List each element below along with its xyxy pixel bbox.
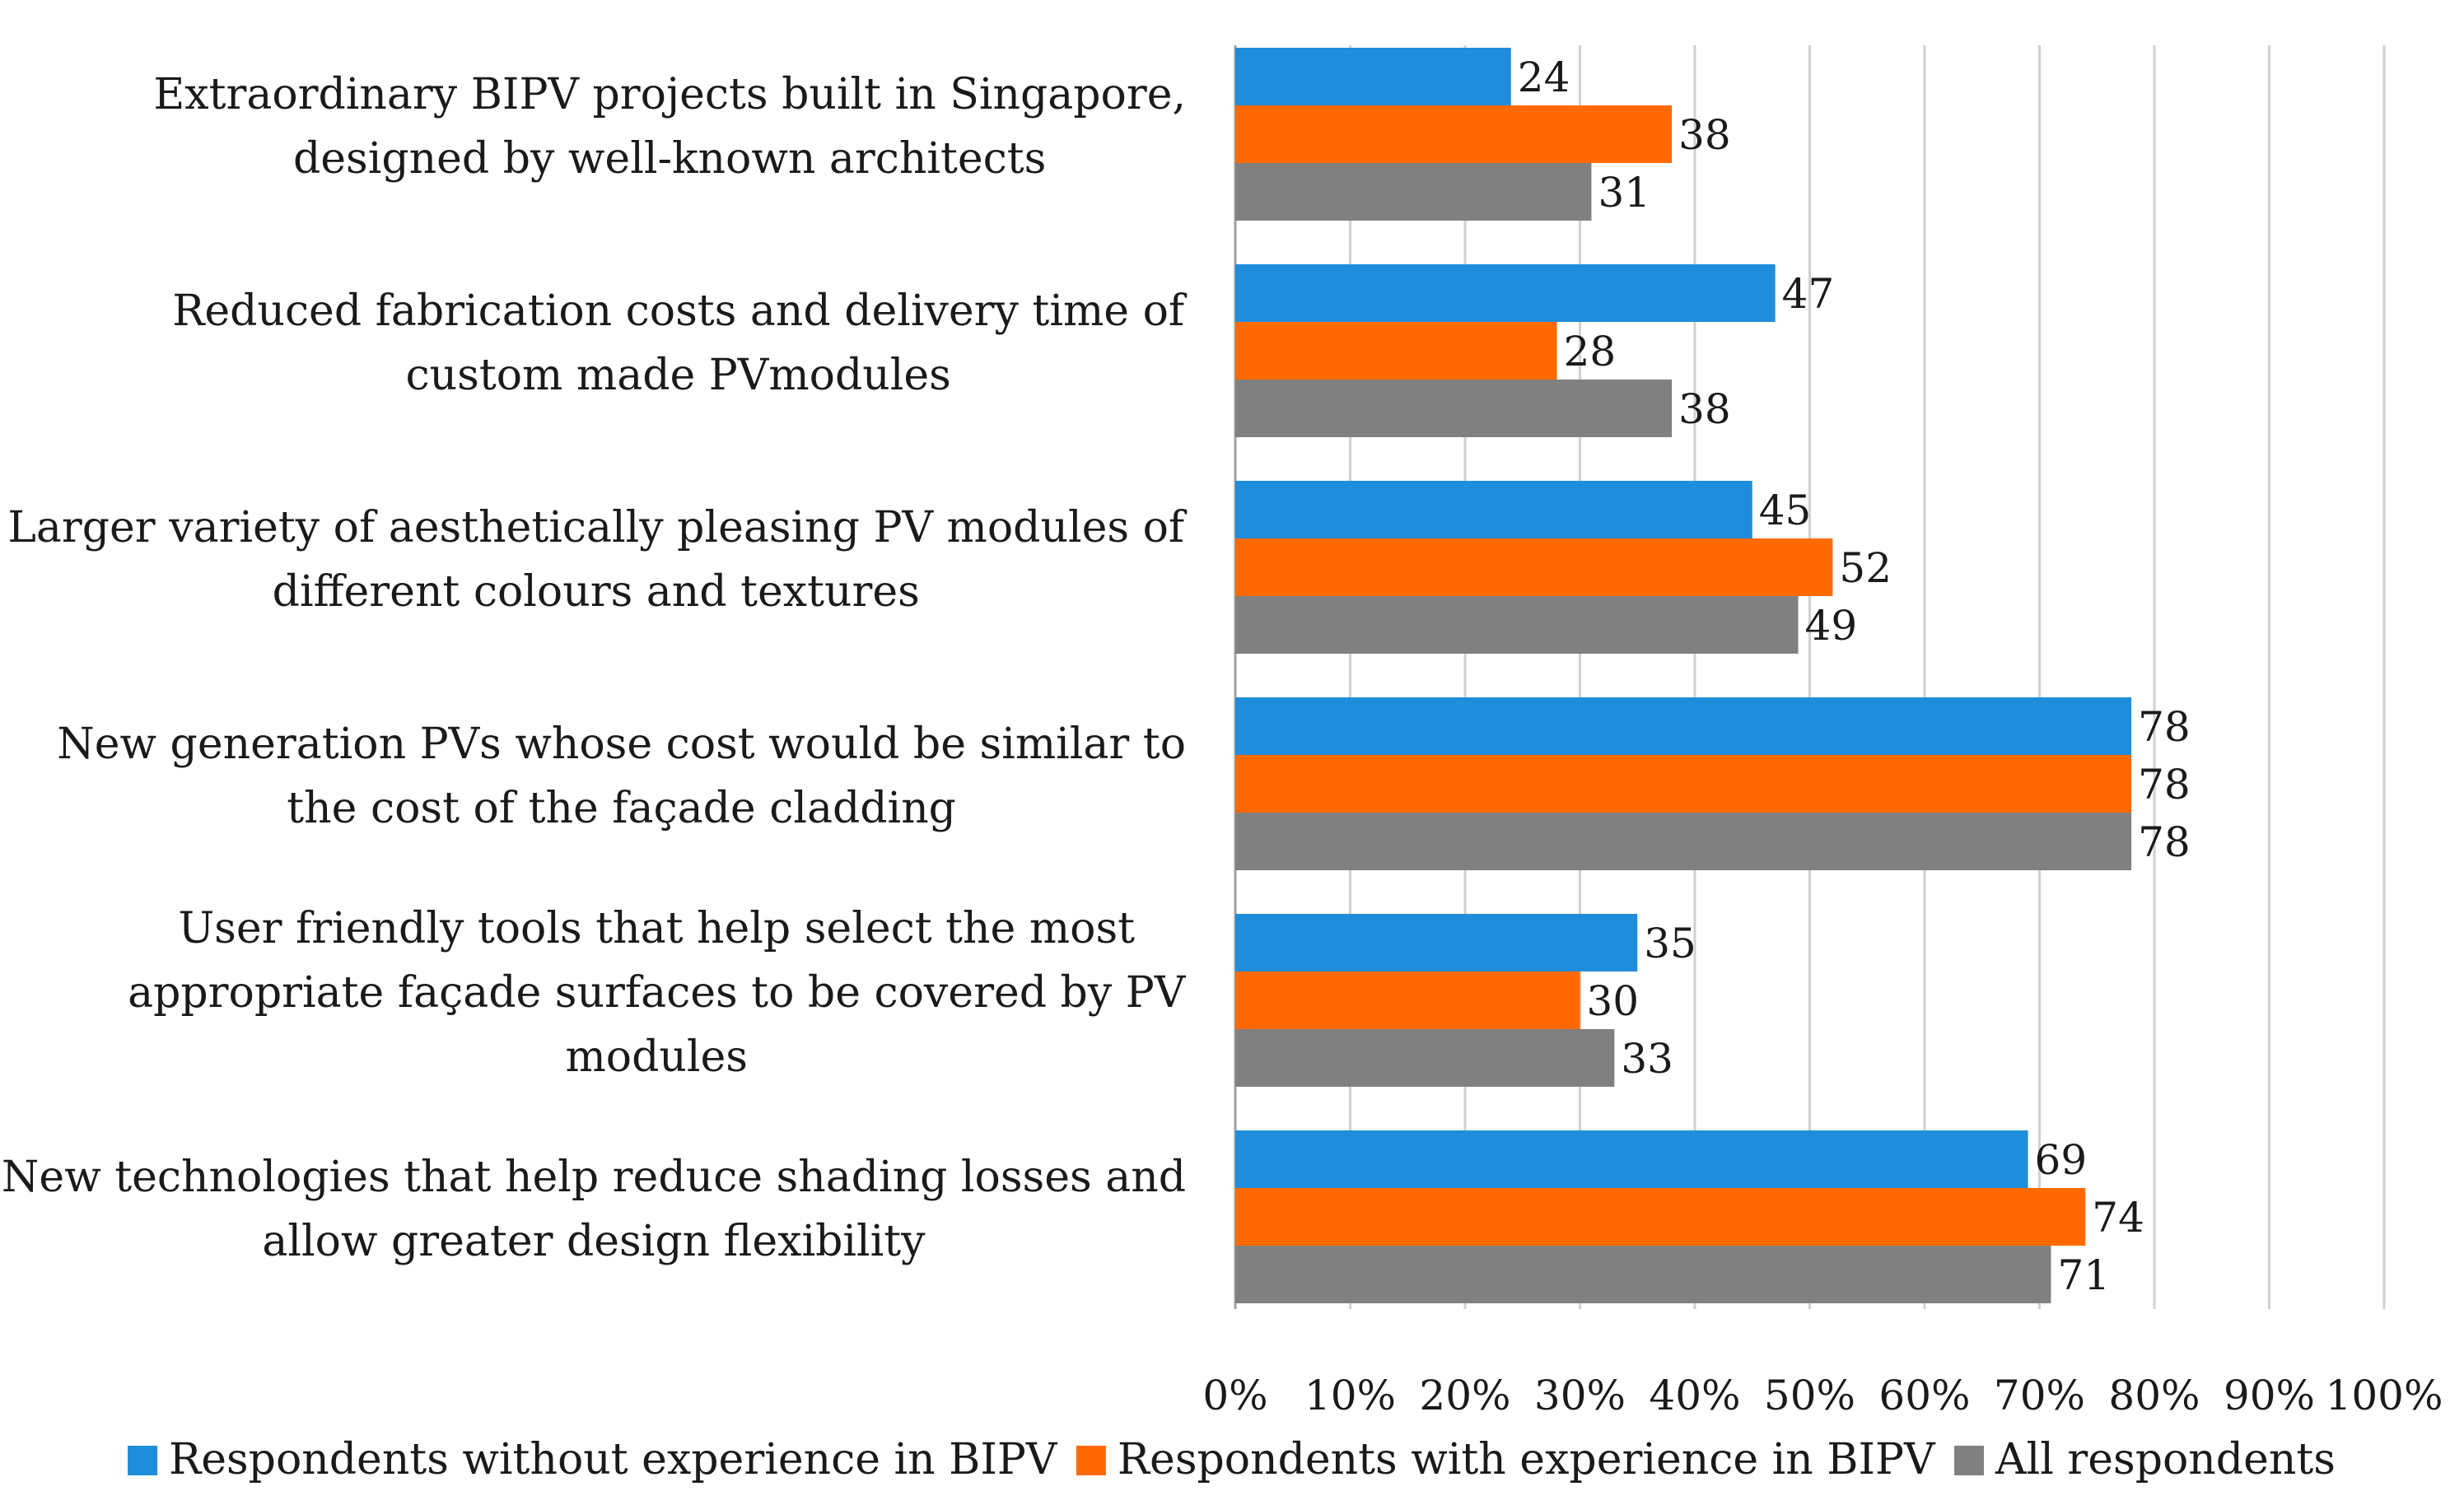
x-tick-label: 70% [1994, 1372, 2085, 1419]
data-label: 38 [1678, 385, 1731, 433]
data-label: 47 [1782, 270, 1835, 318]
category-label: New technologies that help reduce shadin… [2, 1153, 1186, 1266]
legend-label: Respondents without experience in BIPV [169, 1435, 1058, 1484]
bar [1235, 755, 2132, 813]
bar [1235, 1130, 2028, 1188]
bar [1235, 697, 2132, 755]
x-tick-label: 100% [2326, 1372, 2443, 1419]
x-tick-label: 60% [1878, 1372, 1970, 1419]
bar [1235, 1188, 2086, 1246]
data-label: 31 [1598, 169, 1650, 217]
bar [1235, 163, 1592, 221]
bar [1235, 481, 1752, 538]
category-label: Reduced fabrication costs and delivery t… [172, 287, 1188, 400]
bar [1235, 971, 1580, 1029]
bar [1235, 813, 2132, 870]
data-label: 78 [2138, 818, 2191, 866]
data-label: 78 [2138, 761, 2191, 808]
category-label: User friendly tools that help select the… [128, 904, 1187, 1082]
bar [1235, 380, 1673, 437]
data-label: 78 [2138, 703, 2191, 751]
category-label: Extraordinary BIPV projects built in Sin… [153, 70, 1186, 184]
bar [1235, 914, 1638, 971]
data-label: 69 [2035, 1136, 2088, 1184]
data-label: 30 [1587, 977, 1640, 1025]
legend-label: All respondents [1995, 1435, 2336, 1484]
data-label: 24 [1518, 54, 1570, 101]
x-tick-label: 10% [1304, 1372, 1396, 1419]
data-label: 35 [1644, 920, 1696, 967]
x-tick-label: 90% [2224, 1372, 2315, 1419]
bar [1235, 538, 1833, 596]
legend-swatch [1954, 1446, 1985, 1475]
x-tick-label: 20% [1419, 1372, 1510, 1419]
x-tick-label: 40% [1649, 1372, 1740, 1419]
bar [1235, 264, 1776, 322]
data-label: 74 [2092, 1194, 2144, 1242]
legend-label: Respondents with experience in BIPV [1118, 1435, 1936, 1484]
bar [1235, 1029, 1615, 1087]
bar [1235, 1246, 2051, 1303]
data-label: 71 [2057, 1251, 2110, 1299]
category-label: New generation PVs whose cost would be s… [57, 720, 1186, 833]
data-label: 28 [1564, 328, 1617, 375]
x-tick-label: 80% [2108, 1372, 2200, 1419]
x-tick-label: 30% [1534, 1372, 1626, 1419]
data-label: 38 [1678, 111, 1731, 159]
bar [1235, 105, 1673, 163]
x-tick-label: 0% [1202, 1372, 1267, 1419]
legend-swatch [128, 1446, 158, 1475]
data-label: 49 [1805, 602, 1858, 650]
bar [1235, 322, 1557, 380]
x-tick-label: 50% [1764, 1372, 1855, 1419]
data-label: 33 [1621, 1035, 1673, 1083]
bar [1235, 596, 1799, 654]
data-label: 45 [1759, 487, 1812, 534]
category-label: Larger variety of aesthetically pleasing… [7, 503, 1188, 617]
bar [1235, 48, 1511, 105]
legend-swatch [1076, 1446, 1106, 1475]
data-label: 52 [1839, 544, 1892, 592]
